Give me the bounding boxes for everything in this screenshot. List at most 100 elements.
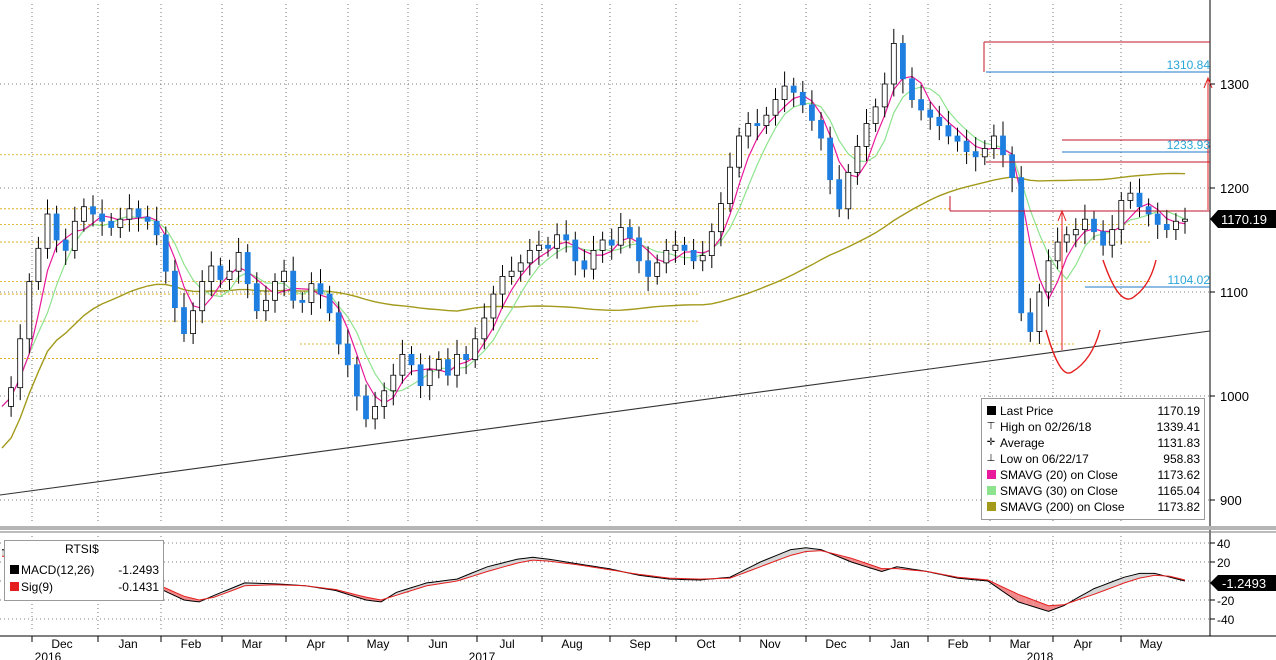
candle <box>890 43 897 85</box>
legend-low-value: 958.83 <box>1163 452 1200 466</box>
candle <box>645 260 651 277</box>
candle <box>1091 218 1097 233</box>
macd-tick-label: 20 <box>1217 556 1231 570</box>
legend-value: 1165.04 <box>1157 484 1201 498</box>
candle <box>199 281 206 312</box>
candle <box>663 249 670 264</box>
legend-macd: MACD(12,26) -1.2493 <box>5 562 163 578</box>
sma200-swatch-icon <box>987 502 996 511</box>
x-month-label: Aug <box>561 637 582 651</box>
candle <box>727 166 733 204</box>
candle <box>526 249 533 264</box>
candle <box>581 260 588 270</box>
candle <box>599 239 606 251</box>
candle <box>44 213 51 249</box>
legend-sig-value: -0.1431 <box>118 580 159 594</box>
candle <box>17 338 24 389</box>
candle <box>809 104 815 121</box>
legend-high-date: 02/26/18 <box>1044 420 1092 434</box>
candle <box>1109 229 1116 246</box>
legend-high: ⊤ High on 02/26/18 1339.41 <box>982 419 1204 435</box>
x-year-label: 2016 <box>35 650 62 660</box>
candle <box>372 405 379 420</box>
macd-grid <box>0 536 1210 632</box>
legend-high-value: 1339.41 <box>1156 420 1200 434</box>
candle <box>244 252 251 285</box>
x-month-label: Dec <box>51 637 72 651</box>
candle <box>681 244 688 251</box>
candle <box>1054 241 1061 262</box>
candle <box>1145 206 1152 215</box>
candle <box>26 281 33 340</box>
legend-low-date: 06/22/17 <box>1042 452 1089 466</box>
candle <box>854 145 861 173</box>
candle <box>1063 234 1070 243</box>
arrow-head <box>1203 76 1213 89</box>
trendline <box>0 330 1211 496</box>
level-label: 1233.93 <box>1167 138 1211 152</box>
candle <box>636 237 642 262</box>
macd-fill <box>752 562 761 570</box>
candle <box>1072 229 1079 236</box>
candle <box>1100 231 1106 246</box>
candle <box>1136 192 1143 208</box>
candle <box>872 106 879 124</box>
candle <box>463 353 470 360</box>
macd-swatch-icon <box>10 565 19 574</box>
macd-last-tag <box>1210 575 1276 591</box>
candle <box>881 83 888 108</box>
candle <box>572 239 579 262</box>
candle <box>81 206 87 222</box>
legend-low: ⊥ Low on 06/22/17 958.83 <box>982 451 1204 467</box>
candle <box>90 206 96 215</box>
candle <box>171 270 178 309</box>
x-month-label: Jun <box>428 637 447 651</box>
x-month-label: Feb <box>181 637 202 651</box>
candle <box>126 208 133 220</box>
candle <box>954 135 961 142</box>
x-month-label: Sep <box>629 637 651 651</box>
candle <box>381 390 388 407</box>
candle <box>936 116 943 126</box>
candle <box>235 252 242 272</box>
x-month-label: Dec <box>825 637 846 651</box>
sma30-swatch-icon <box>987 486 996 495</box>
candle <box>963 140 970 152</box>
legend-value: 1170.19 <box>1157 404 1201 418</box>
legend-label: SMAVG (30) on Close <box>1000 484 1118 498</box>
x-month-label: Oct <box>697 637 716 651</box>
legend-average: ✛ Average 1131.83 <box>982 435 1204 451</box>
legend-average-value: 1131.83 <box>1157 436 1201 450</box>
macd-fill <box>760 558 768 567</box>
macd-fill <box>745 565 753 573</box>
x-year-label: 2018 <box>1027 650 1054 660</box>
candle <box>672 244 679 251</box>
candle <box>353 364 360 397</box>
macd-fill <box>798 547 806 554</box>
macd-fill <box>396 590 404 596</box>
price-candles <box>8 28 1188 430</box>
candle <box>945 125 952 137</box>
x-month-label: Nov <box>759 637 780 651</box>
legend-sma30: SMAVG (30) on Close 1165.04 <box>982 483 1204 499</box>
candle <box>499 275 506 295</box>
candle <box>708 231 715 256</box>
candle <box>1027 312 1034 332</box>
candle <box>181 307 187 335</box>
x-axis: Dec Jan Feb Mar Apr May Jun Jul Aug Sep Oct Nov Dec J… <box>0 635 1276 660</box>
arrow-head <box>1057 209 1067 222</box>
legend-macd-value: -1.2493 <box>118 563 159 577</box>
candle <box>62 239 69 251</box>
legend-high-prefix: High on <box>1000 420 1045 434</box>
candle <box>226 270 233 280</box>
x-month-label: Jan <box>890 637 909 651</box>
x-year-label: 2017 <box>469 650 496 660</box>
arc-right <box>1102 259 1157 300</box>
legend-value: 1173.82 <box>1157 500 1201 514</box>
candle <box>435 359 442 371</box>
signal-line <box>1 550 1186 607</box>
x-month-label: May <box>1140 637 1163 651</box>
legend-sig: Sig(9) -0.1431 <box>5 579 163 595</box>
average-marker-icon: ✛ <box>986 437 996 448</box>
candle <box>481 317 488 340</box>
